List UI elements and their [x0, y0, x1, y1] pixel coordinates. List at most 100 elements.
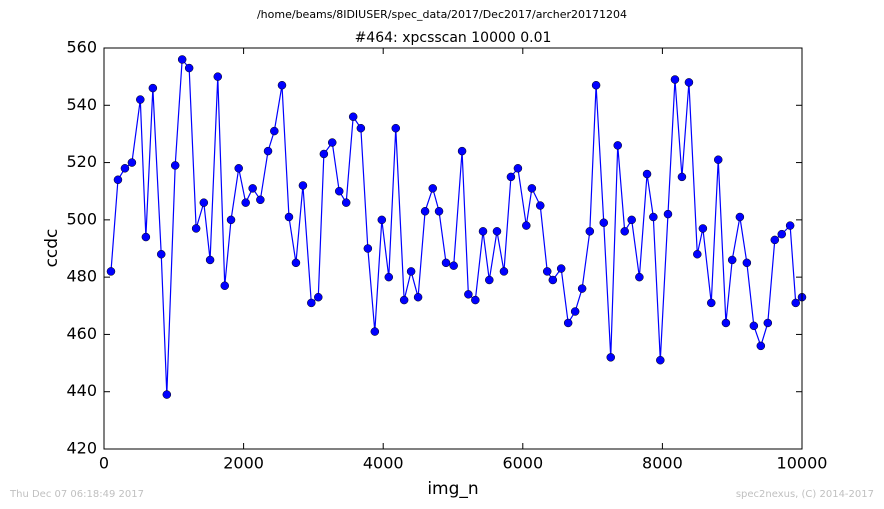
- data-point: [191, 224, 201, 233]
- x-axis-label: img_n: [427, 479, 478, 499]
- data-point: [162, 390, 172, 399]
- data-point: [777, 229, 787, 239]
- data-point: [441, 258, 451, 268]
- data-point: [707, 298, 716, 308]
- data-point: [120, 164, 130, 173]
- data-point: [319, 149, 329, 159]
- data-point: [277, 80, 287, 90]
- data-point: [742, 258, 752, 268]
- data-point: [599, 218, 609, 227]
- data-point: [391, 123, 401, 133]
- data-point: [341, 198, 351, 207]
- y-tick-label: 540: [66, 95, 97, 114]
- data-point: [370, 327, 380, 336]
- data-point: [591, 80, 601, 90]
- data-point: [656, 355, 665, 365]
- data-line: [110, 57, 803, 395]
- y-axis-label: ccdc: [42, 229, 62, 268]
- data-point: [635, 272, 644, 282]
- data-point: [570, 307, 580, 316]
- data-point: [506, 172, 516, 182]
- data-point: [177, 55, 187, 64]
- plot-frame: [103, 47, 803, 450]
- data-point: [693, 249, 702, 259]
- data-point: [136, 95, 145, 104]
- data-point: [749, 321, 759, 331]
- data-point: [334, 186, 344, 196]
- data-point: [127, 158, 137, 167]
- data-point: [785, 221, 795, 230]
- data-point: [213, 72, 223, 81]
- data-point: [713, 155, 723, 164]
- data-point: [307, 298, 316, 308]
- data-point: [241, 198, 250, 207]
- data-point: [205, 255, 215, 265]
- footer-credit: spec2nexus, (C) 2014-2017: [736, 489, 874, 500]
- y-tick-label: 560: [66, 38, 97, 57]
- data-point: [620, 227, 629, 236]
- data-point: [363, 244, 373, 253]
- data-point: [513, 164, 523, 173]
- x-tick-label: 10000: [777, 454, 828, 473]
- data-point: [536, 201, 545, 210]
- data-point: [184, 63, 194, 73]
- data-point: [141, 232, 151, 242]
- data-point: [263, 146, 273, 156]
- data-point: [763, 318, 773, 328]
- data-point: [356, 123, 366, 133]
- data-point: [156, 249, 166, 259]
- y-tick-label: 480: [66, 267, 97, 286]
- data-point: [492, 227, 502, 236]
- y-tick-label: 420: [66, 439, 97, 458]
- data-point: [234, 164, 243, 173]
- data-point: [291, 258, 301, 268]
- y-tick-label: 500: [66, 209, 97, 228]
- data-point: [449, 261, 458, 270]
- data-point: [148, 83, 158, 93]
- data-point: [327, 138, 337, 147]
- data-point: [556, 264, 566, 273]
- data-point: [420, 207, 430, 216]
- data-point: [284, 212, 294, 222]
- data-point: [485, 275, 494, 285]
- data-point: [256, 195, 265, 205]
- data-point: [684, 78, 694, 87]
- data-point: [170, 161, 180, 170]
- data-point: [428, 184, 438, 193]
- data-point: [348, 112, 358, 121]
- data-point: [457, 146, 467, 156]
- x-tick-label: 0: [99, 454, 109, 473]
- data-point: [499, 267, 509, 276]
- data-point: [226, 215, 236, 225]
- suptitle: /home/beams/8IDIUSER/spec_data/2017/Dec2…: [257, 8, 627, 21]
- y-tick-label: 520: [66, 152, 97, 171]
- data-point: [471, 295, 480, 305]
- data-point: [642, 169, 652, 179]
- data-point: [663, 209, 673, 219]
- data-point: [113, 175, 123, 185]
- x-tick-label: 8000: [642, 454, 683, 473]
- x-tick-label: 4000: [363, 454, 404, 473]
- data-point: [106, 267, 116, 276]
- y-tick-label: 440: [66, 381, 97, 400]
- data-point: [527, 184, 537, 193]
- data-point: [384, 272, 394, 282]
- data-point: [548, 275, 558, 285]
- data-point: [434, 207, 444, 216]
- data-point: [721, 318, 731, 328]
- data-point: [270, 126, 279, 136]
- chart-title: #464: xpcsscan 10000 0.01: [355, 30, 552, 46]
- x-tick-label: 2000: [223, 454, 264, 473]
- data-point: [413, 292, 423, 302]
- data-point: [220, 281, 230, 290]
- data-point: [698, 224, 708, 233]
- data-point: [606, 353, 615, 362]
- data-point: [770, 235, 780, 245]
- data-point: [563, 318, 573, 328]
- data-point: [314, 292, 323, 302]
- data-point: [522, 221, 531, 230]
- data-point: [756, 341, 766, 351]
- data-point: [478, 227, 488, 236]
- data-point: [542, 267, 552, 276]
